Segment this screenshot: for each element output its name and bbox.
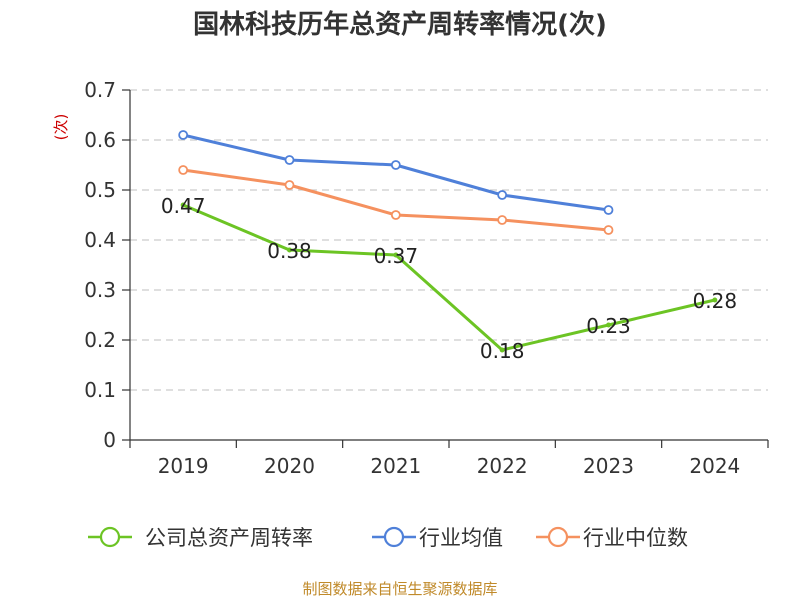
series-line-1	[182, 133, 609, 212]
legend-item-2[interactable]: 行业中位数	[536, 526, 688, 550]
legend-label: 公司总资产周转率	[145, 526, 313, 550]
data-point	[497, 190, 508, 200]
x-tick-label: 2022	[477, 454, 528, 478]
x-tick-label: 2023	[583, 454, 634, 478]
legend-marker-icon	[383, 526, 405, 548]
data-point	[178, 165, 189, 175]
data-point	[603, 225, 614, 235]
data-label: 0.18	[480, 339, 525, 363]
data-label: 0.47	[161, 194, 206, 218]
axes: 0 0.1 0.2 0.3 0.4 0.5 0.6 0.7 2019 2020 2021 2022 20…	[52, 78, 769, 478]
y-tick-label: 0.7	[84, 78, 116, 102]
y-tick-label: 0.5	[84, 178, 116, 202]
data-point	[284, 180, 295, 190]
data-point	[284, 155, 295, 165]
x-tick-label: 2024	[689, 454, 740, 478]
data-point	[390, 210, 401, 220]
x-tick-label: 2021	[370, 454, 421, 478]
legend-label: 行业均值	[419, 526, 503, 550]
data-point	[499, 347, 505, 353]
legend-item-0[interactable]: 公司总资产周转率	[88, 526, 313, 550]
y-tick-label: 0	[103, 428, 116, 452]
chart-title: 国林科技历年总资产周转率情况(次)	[193, 10, 607, 40]
data-point	[287, 247, 292, 253]
x-tick-label: 2020	[264, 454, 315, 478]
y-tick-label: 0.4	[84, 228, 116, 252]
gridlines	[130, 89, 768, 391]
data-point	[390, 160, 401, 170]
data-point	[603, 205, 614, 215]
source-note: 制图数据来自恒生聚源数据库	[302, 580, 498, 598]
data-label: 0.38	[267, 239, 312, 263]
legend[interactable]: 公司总资产周转率 行业均值 行业中位数	[88, 526, 688, 550]
series-line-0	[182, 203, 716, 352]
y-tick-label: 0.6	[84, 128, 116, 152]
legend-label: 行业中位数	[583, 526, 688, 550]
data-point	[393, 252, 399, 258]
data-label: 0.37	[374, 244, 419, 268]
data-point	[178, 130, 189, 140]
y-axis-unit-label: (次)	[52, 114, 70, 141]
data-label: 0.23	[586, 314, 631, 338]
data-labels: 0.47 0.38 0.37 0.18 0.23 0.28	[161, 194, 737, 363]
data-label: 0.28	[693, 289, 738, 313]
legend-marker-icon	[547, 526, 569, 548]
legend-item-1[interactable]: 行业均值	[372, 526, 503, 550]
y-tick-label: 0.2	[84, 328, 116, 352]
data-point	[712, 297, 718, 303]
data-point	[606, 322, 611, 328]
data-point	[497, 215, 508, 225]
x-tick-label: 2019	[158, 454, 209, 478]
y-tick-label: 0.3	[84, 278, 116, 302]
data-point	[180, 202, 186, 208]
y-tick-label: 0.1	[84, 378, 116, 402]
legend-marker-icon	[99, 526, 121, 548]
series-lines	[178, 130, 718, 353]
